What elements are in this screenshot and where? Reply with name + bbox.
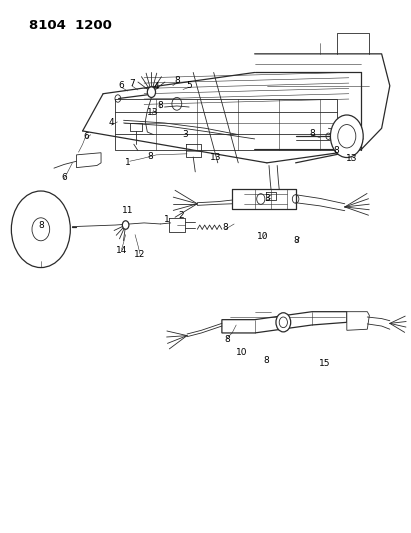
Text: 8: 8: [222, 223, 228, 232]
Text: 7: 7: [129, 79, 135, 88]
Text: 8: 8: [147, 152, 153, 161]
Circle shape: [45, 235, 53, 245]
Text: 12: 12: [134, 251, 145, 260]
Text: 6: 6: [119, 81, 125, 90]
Text: 15: 15: [319, 359, 330, 368]
Polygon shape: [76, 153, 101, 167]
Circle shape: [330, 115, 363, 158]
Text: 8104  1200: 8104 1200: [29, 19, 112, 33]
Circle shape: [122, 221, 129, 229]
Circle shape: [12, 191, 70, 268]
Polygon shape: [347, 312, 369, 330]
Text: 10: 10: [257, 232, 269, 241]
Text: 4: 4: [154, 82, 159, 91]
Text: 8: 8: [263, 356, 269, 365]
Text: 13: 13: [210, 153, 222, 162]
Text: 2: 2: [178, 211, 184, 220]
Circle shape: [326, 133, 331, 140]
Text: 5: 5: [186, 81, 192, 90]
Text: 8: 8: [293, 237, 299, 246]
Text: 1: 1: [164, 215, 169, 224]
Text: 8: 8: [157, 101, 163, 110]
Text: 11: 11: [122, 206, 134, 215]
Circle shape: [276, 313, 291, 332]
Circle shape: [28, 213, 37, 224]
Text: 4: 4: [109, 118, 114, 127]
Circle shape: [147, 87, 155, 98]
Text: 8: 8: [38, 221, 44, 230]
Text: 13: 13: [146, 108, 158, 117]
Polygon shape: [222, 312, 347, 333]
Text: 8: 8: [309, 129, 315, 138]
Text: 8: 8: [174, 76, 180, 85]
Circle shape: [292, 195, 299, 203]
Text: 14: 14: [116, 246, 127, 255]
Text: 6: 6: [61, 173, 67, 182]
Circle shape: [115, 95, 121, 102]
Circle shape: [326, 313, 331, 321]
Text: 8: 8: [224, 335, 230, 344]
Text: 13: 13: [346, 154, 358, 163]
Text: 3: 3: [182, 130, 188, 139]
Text: 8: 8: [334, 146, 339, 155]
Circle shape: [257, 193, 265, 204]
Circle shape: [32, 218, 50, 241]
Text: 3: 3: [264, 194, 270, 203]
Circle shape: [279, 317, 287, 328]
Circle shape: [338, 125, 356, 148]
Text: 10: 10: [236, 348, 247, 357]
Text: 1: 1: [125, 158, 131, 167]
Text: 6: 6: [84, 132, 90, 141]
Circle shape: [172, 98, 182, 110]
